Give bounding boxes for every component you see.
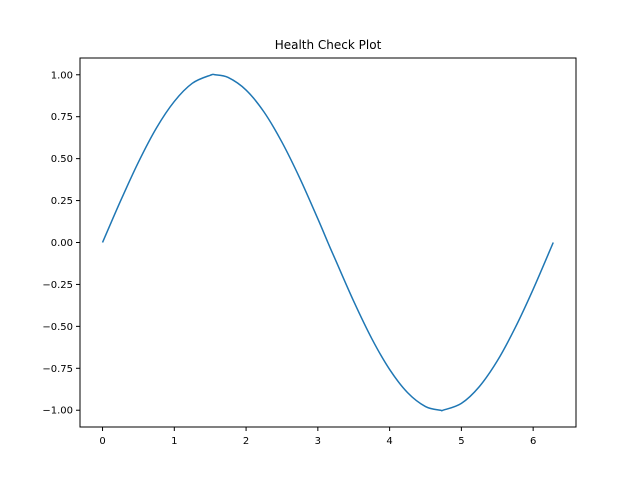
y-tick-label: 0.75 xyxy=(51,112,73,123)
x-axis: 0 1 2 3 4 5 6 xyxy=(99,427,536,447)
y-tick-label: −0.25 xyxy=(42,280,73,291)
x-tick-label: 5 xyxy=(458,436,464,447)
x-tick-label: 0 xyxy=(99,436,105,447)
x-tick-label: 2 xyxy=(243,436,249,447)
y-tick-label: −0.50 xyxy=(42,322,73,333)
chart-title: Health Check Plot xyxy=(275,38,382,52)
y-tick-label: 0.25 xyxy=(51,196,73,207)
axes-frame xyxy=(79,57,577,428)
y-tick-label: −0.75 xyxy=(42,364,73,375)
y-tick-label: 0.00 xyxy=(51,238,73,249)
x-tick-label: 6 xyxy=(530,436,536,447)
x-tick-label: 4 xyxy=(386,436,392,447)
plot-area xyxy=(101,73,554,412)
y-tick-label: 1.00 xyxy=(51,70,73,81)
y-tick-label: 0.50 xyxy=(51,154,73,165)
y-tick-label: −1.00 xyxy=(42,406,73,417)
y-axis: 1.00 0.75 0.50 0.25 0.00 −0.25 −0.50 −0.75 −1.00 xyxy=(42,70,80,417)
x-tick-label: 3 xyxy=(315,436,321,447)
series-line xyxy=(101,73,554,412)
x-tick-label: 1 xyxy=(171,436,177,447)
